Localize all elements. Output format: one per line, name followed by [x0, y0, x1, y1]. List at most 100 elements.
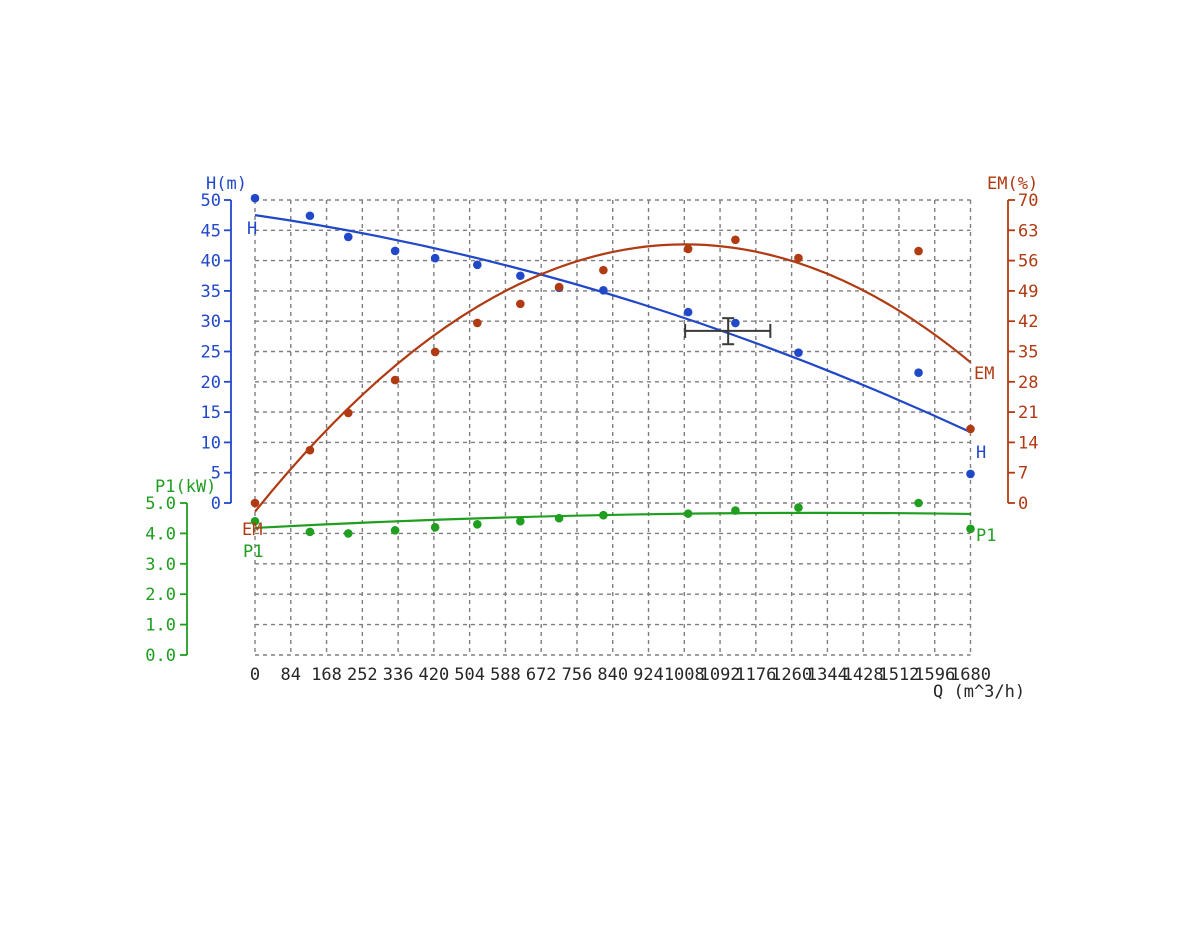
trend-h — [254, 214, 971, 434]
data-point-p1 — [683, 509, 693, 518]
x-tick-label: 1260 — [771, 665, 812, 685]
em-tick-label: 42 — [1018, 312, 1038, 332]
h-tick-label: 30 — [201, 312, 221, 332]
data-point-em — [731, 235, 740, 245]
h-tick-label: 35 — [201, 282, 221, 302]
x-tick-label: 0 — [250, 665, 260, 685]
series-label-h-left: H — [247, 219, 258, 239]
h-tick-label: 10 — [201, 433, 221, 453]
data-point-em — [683, 244, 693, 254]
series-label-h-right: H — [976, 443, 987, 463]
data-point-em — [599, 265, 608, 275]
x-tick-label: 1008 — [664, 665, 705, 685]
data-point-h — [794, 348, 803, 358]
x-tick-label: 252 — [347, 665, 378, 685]
data-point-p1 — [473, 519, 482, 529]
data-point-h — [430, 253, 440, 263]
data-point-em — [430, 347, 440, 357]
data-point-p1 — [430, 523, 440, 532]
data-point-p1 — [305, 527, 315, 537]
series-label-em-left: EM — [242, 520, 263, 540]
x-tick-label: 1176 — [735, 665, 776, 685]
x-tick-label: 420 — [419, 665, 450, 685]
em-tick-label: 56 — [1018, 252, 1038, 272]
x-tick-label: 588 — [490, 665, 521, 685]
data-point-em — [473, 318, 482, 328]
data-point-h — [516, 271, 525, 281]
data-point-p1 — [343, 529, 353, 538]
em-axis-title: EM(%) — [987, 174, 1039, 194]
x-tick-label: 1596 — [914, 665, 955, 685]
data-point-em — [794, 253, 803, 263]
data-point-h — [305, 211, 315, 221]
series-label-p1-left: P1 — [243, 542, 264, 562]
x-tick-label: 1344 — [807, 665, 848, 685]
data-point-h — [914, 368, 923, 378]
x-tick-label: 1092 — [700, 665, 741, 685]
h-tick-label: 40 — [201, 252, 221, 272]
data-point-p1 — [250, 516, 260, 526]
em-tick-label: 70 — [1018, 191, 1038, 211]
data-point-em — [554, 282, 564, 292]
data-point-em — [305, 445, 315, 455]
h-axis-title: H(m) — [206, 174, 247, 194]
p1-axis-title: P1(kW) — [155, 477, 217, 497]
h-tick-label: 50 — [201, 191, 221, 211]
x-tick-label: 336 — [383, 665, 414, 685]
p1-tick-label: 2.0 — [145, 585, 176, 605]
data-point-p1 — [914, 498, 923, 508]
data-point-em — [250, 498, 260, 508]
em-tick-label: 35 — [1018, 343, 1038, 363]
x-tick-label: 1428 — [843, 665, 884, 685]
x-tick-label: 1512 — [878, 665, 919, 685]
h-tick-label: 15 — [201, 403, 221, 423]
em-tick-label: 21 — [1018, 403, 1038, 423]
p1-tick-label: 3.0 — [145, 555, 176, 575]
p1-tick-label: 5.0 — [145, 494, 176, 514]
data-point-h — [966, 469, 975, 479]
em-tick-label: 28 — [1018, 373, 1038, 393]
data-point-h — [473, 260, 482, 270]
p1-tick-label: 1.0 — [145, 616, 176, 636]
h-tick-label: 45 — [201, 221, 221, 241]
em-tick-label: 7 — [1018, 464, 1028, 484]
x-tick-label: 924 — [633, 665, 664, 685]
data-point-em — [516, 299, 525, 309]
data-point-h — [683, 307, 693, 317]
h-tick-label: 0 — [211, 494, 221, 514]
p1-tick-label: 4.0 — [145, 524, 176, 544]
em-tick-label: 63 — [1018, 221, 1038, 241]
x-tick-label: 504 — [454, 665, 485, 685]
data-point-p1 — [731, 506, 740, 515]
data-point-p1 — [966, 524, 975, 534]
data-point-em — [343, 408, 353, 418]
data-point-em — [390, 375, 400, 385]
data-point-p1 — [516, 516, 525, 526]
x-tick-label: 168 — [311, 665, 342, 685]
h-tick-label: 25 — [201, 343, 221, 363]
series-label-p1-right: P1 — [976, 526, 997, 546]
data-point-h — [250, 193, 260, 203]
data-point-p1 — [599, 510, 608, 520]
em-tick-label: 14 — [1018, 433, 1038, 453]
data-point-h — [343, 232, 353, 242]
data-point-h — [390, 246, 400, 256]
x-tick-label: 756 — [562, 665, 593, 685]
data-point-p1 — [794, 503, 803, 512]
h-tick-label: 20 — [201, 373, 221, 393]
x-tick-label: 84 — [281, 665, 301, 685]
em-tick-label: 0 — [1018, 494, 1028, 514]
h-tick-label: 5 — [211, 464, 221, 484]
trend-p1 — [254, 511, 971, 530]
series-label-em-right: EM — [974, 364, 995, 384]
data-point-em — [914, 246, 923, 256]
em-tick-label: 49 — [1018, 282, 1038, 302]
x-tick-label: 840 — [597, 665, 628, 685]
q-axis-title: Q (m^3/h) — [933, 682, 1026, 702]
data-point-h — [599, 285, 608, 295]
p1-tick-label: 0.0 — [145, 646, 176, 666]
x-tick-label: 672 — [526, 665, 557, 685]
data-point-h — [731, 318, 740, 328]
